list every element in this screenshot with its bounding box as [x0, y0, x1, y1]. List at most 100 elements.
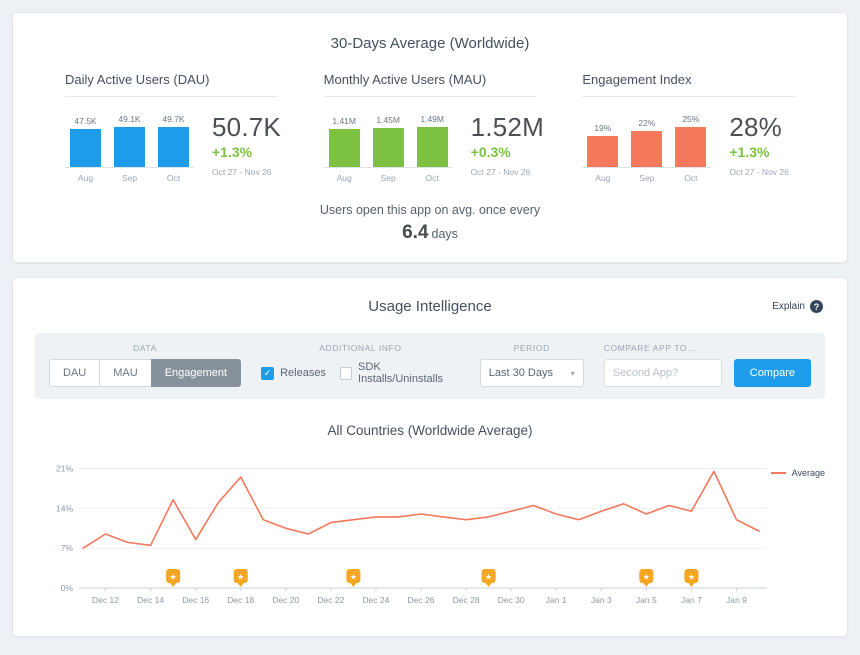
- usage-intelligence-card: Usage Intelligence Explain ? DATA DAU MAU…: [12, 277, 848, 637]
- period-select[interactable]: Last 30 Days ▾: [479, 359, 584, 387]
- mau-summary-value: 1.52M: [470, 112, 544, 142]
- x-axis-label: Dec 26: [408, 595, 435, 605]
- bar-month-label: Aug: [336, 173, 352, 183]
- bar: [675, 127, 707, 167]
- engagement-button[interactable]: Engagement: [150, 359, 242, 387]
- bar-value-label: 1.41M: [332, 116, 356, 126]
- kpi-panels: Daily Active Users (DAU) 47.5K 49.1K 49.7K…: [39, 72, 821, 183]
- bar: [631, 131, 663, 167]
- y-axis-label: 14%: [56, 503, 73, 513]
- chevron-down-icon: ▾: [570, 368, 575, 378]
- bar-month-label: Aug: [77, 173, 94, 183]
- bar-month-label: Oct: [425, 173, 439, 183]
- bar: [70, 129, 101, 167]
- bar-value-label: 25%: [682, 114, 700, 124]
- y-axis-label: 7%: [61, 543, 74, 553]
- releases-checkbox[interactable]: ✓ Releases: [261, 366, 326, 380]
- explain-label: Explain: [772, 301, 805, 312]
- compare-group: COMPARE APP TO... Compare: [603, 343, 811, 387]
- bar: [416, 127, 448, 167]
- release-marker[interactable]: ★: [233, 569, 248, 587]
- compare-label: COMPARE APP TO...: [603, 343, 696, 353]
- engagement-summary-period: Oct 27 - Nov 26: [729, 167, 789, 177]
- engagement-summary-delta: +1.3%: [729, 144, 770, 160]
- release-marker[interactable]: ★: [684, 569, 699, 587]
- bar-month-label: Oct: [684, 173, 698, 183]
- x-axis-label: Dec 22: [317, 595, 344, 605]
- dau-summary: 50.7K +1.3% Oct 27 - Nov 26: [212, 110, 281, 177]
- x-axis-label: Dec 16: [182, 595, 209, 605]
- star-icon: ★: [688, 573, 695, 582]
- additional-info-label: ADDITIONAL INFO: [319, 343, 402, 353]
- x-axis-label: Dec 24: [362, 595, 389, 605]
- bar-value-label: 1.45M: [376, 115, 400, 125]
- data-filter-group: DATA DAU MAU Engagement: [49, 343, 242, 387]
- x-axis-label: Jan 9: [726, 595, 747, 605]
- average-line: [82, 470, 760, 549]
- chart-legend: Average: [770, 468, 825, 478]
- engagement-panel-title: Engagement Index: [582, 72, 796, 97]
- mau-summary: 1.52M +0.3% Oct 27 - Nov 26: [471, 110, 544, 177]
- x-axis-label: Dec 20: [272, 595, 299, 605]
- line-chart: 0% 7% 14% 21% Dec 12 Dec 14 Dec 16 Dec 18 Dec 20…: [56, 464, 767, 605]
- dau-panel: Daily Active Users (DAU) 47.5K 49.1K 49.7K…: [65, 72, 281, 183]
- line-chart-title: All Countries (Worldwide Average): [327, 423, 533, 438]
- dau-button[interactable]: DAU: [49, 359, 101, 387]
- bar-month-label: Oct: [166, 173, 181, 183]
- checkbox-box[interactable]: ✓: [261, 366, 275, 380]
- bar: [158, 127, 189, 167]
- bar-sep: 49.1K: [114, 114, 145, 167]
- additional-info-checkboxes: ✓ Releases SDK Installs/Uninstalls: [261, 359, 460, 387]
- additional-info-group: ADDITIONAL INFO ✓ Releases SDK Installs/Un…: [261, 343, 460, 387]
- data-segmented-control: DAU MAU Engagement: [49, 359, 242, 387]
- mau-button[interactable]: MAU: [99, 359, 152, 387]
- compare-button[interactable]: Compare: [733, 359, 811, 387]
- bar-value-label: 22%: [638, 118, 656, 128]
- period-select-value: Last 30 Days: [488, 367, 553, 379]
- star-icon: ★: [643, 573, 650, 582]
- bar-sep: 22%: [631, 118, 663, 167]
- star-icon: ★: [485, 573, 492, 582]
- open-frequency-text: Users open this app on avg. once every: [319, 203, 541, 217]
- x-axis-label: Jan 1: [546, 595, 567, 605]
- dau-panel-title: Daily Active Users (DAU): [65, 72, 278, 97]
- release-marker[interactable]: ★: [639, 569, 654, 587]
- filter-toolbar: DATA DAU MAU Engagement ADDITIONAL INFO ✓ R…: [35, 333, 825, 399]
- sdk-installs-uninstalls-checkbox[interactable]: SDK Installs/Uninstalls: [339, 361, 460, 385]
- explain-link[interactable]: Explain ?: [772, 300, 823, 313]
- x-axis-label: Dec 28: [453, 595, 480, 605]
- mau-panel: Monthly Active Users (MAU) 1.41M 1.45M 1.4…: [323, 72, 544, 183]
- compare-app-input[interactable]: [603, 359, 722, 387]
- dau-summary-delta: +1.3%: [212, 144, 253, 160]
- x-axis-label: Dec 14: [137, 595, 164, 605]
- x-axis-label: Dec 18: [227, 595, 254, 605]
- bar-value-label: 49.1K: [118, 114, 141, 124]
- x-axis-label: Jan 5: [636, 595, 657, 605]
- star-icon: ★: [170, 573, 177, 582]
- bar-value-label: 49.7K: [162, 114, 185, 124]
- release-marker[interactable]: ★: [346, 569, 361, 587]
- checkbox-box[interactable]: [339, 366, 353, 380]
- averages-card: 30-Days Average (Worldwide) Daily Active…: [12, 12, 848, 263]
- period-label: PERIOD: [513, 343, 550, 353]
- x-axis-label: Dec 12: [92, 595, 119, 605]
- bar: [372, 128, 404, 167]
- bar-oct: 1.49M: [416, 114, 448, 167]
- bar-value-label: 19%: [594, 123, 612, 133]
- engagement-panel: Engagement Index 19% 22% 25% Aug Sep Oct 28%…: [582, 72, 796, 183]
- bar-month-label: Sep: [121, 173, 138, 183]
- bar: [114, 127, 145, 167]
- bar-aug: 47.5K: [70, 116, 101, 167]
- star-icon: ★: [237, 573, 244, 582]
- release-marker[interactable]: ★: [166, 569, 181, 587]
- bar: [587, 136, 619, 167]
- release-marker[interactable]: ★: [481, 569, 496, 587]
- line-chart-area: 0% 7% 14% 21% Dec 12 Dec 14 Dec 16 Dec 18 Dec 20…: [35, 444, 825, 622]
- mau-summary-delta: +0.3%: [470, 144, 511, 160]
- dau-bar-chart: 47.5K 49.1K 49.7K Aug Sep Oct: [65, 110, 194, 183]
- question-icon: ?: [810, 300, 823, 313]
- dau-summary-period: Oct 27 - Nov 26: [212, 167, 272, 177]
- engagement-summary: 28% +1.3% Oct 27 - Nov 26: [729, 110, 789, 177]
- mau-summary-period: Oct 27 - Nov 26: [470, 167, 531, 177]
- bar-oct: 25%: [675, 114, 707, 167]
